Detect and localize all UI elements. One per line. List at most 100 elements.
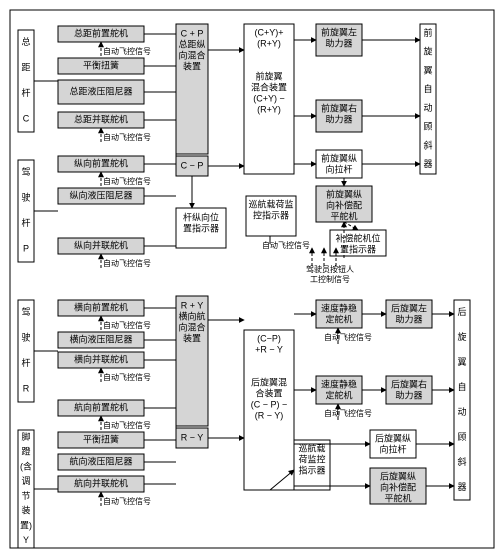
fr-swash-c6: 斜 bbox=[423, 139, 432, 150]
label: 驾驶员按钮人 bbox=[306, 264, 354, 274]
ar-mix-l5: 合装置 bbox=[255, 387, 282, 398]
r-fwd-sig: 自动飞控信号 bbox=[103, 320, 151, 330]
stick-c-ch: C bbox=[23, 114, 30, 124]
fr-cruise-l0: 巡航载荷监 bbox=[248, 198, 293, 209]
ar-right-boost-l1: 助力器 bbox=[395, 389, 422, 400]
label: 向混合 bbox=[178, 321, 205, 332]
ar-cruise-l1: 荷监控 bbox=[298, 453, 325, 464]
fr-swash-c2: 翼 bbox=[423, 65, 432, 75]
stick-y-ch: (含 bbox=[20, 460, 32, 471]
ar-speed1-l0: 速度静稳 bbox=[321, 302, 357, 313]
fr-swash-c5: 顾 bbox=[423, 122, 432, 132]
p-fwd-sig: 自动飞控信号 bbox=[103, 176, 151, 186]
y-fwd-sig: 自动飞控信号 bbox=[103, 420, 151, 430]
fr-mix-l1: (R+Y) bbox=[257, 38, 281, 48]
stick-y-ch: 调 bbox=[21, 476, 30, 486]
stick-y-ch: Y bbox=[23, 535, 29, 545]
ar-left-boost-l0: 后旋翼左 bbox=[391, 302, 427, 313]
stick-r-ch: 杆 bbox=[21, 357, 30, 368]
c-fwd-sig: 自动飞控信号 bbox=[103, 46, 151, 56]
fr-trim-ind-l0: 补偿舵机位 bbox=[335, 232, 380, 243]
ar-mix-l0: (C−P) bbox=[257, 333, 281, 343]
stick-r-ch: R bbox=[23, 384, 30, 394]
label: R − Y bbox=[181, 432, 204, 442]
fr-left-boost-l0: 前旋翼左 bbox=[321, 26, 357, 37]
fr-right-boost-l0: 前旋翼右 bbox=[321, 102, 357, 113]
fr-mix-l0: (C+Y)+ bbox=[254, 27, 283, 37]
stick-p-ch: 杆 bbox=[21, 217, 30, 228]
stick-r-ch: 驾 bbox=[21, 307, 30, 317]
fr-trim-ind-l1: 置指示器 bbox=[340, 243, 376, 254]
fr-cruise-l1: 控指示器 bbox=[253, 209, 289, 220]
stick-p-ch: 驾 bbox=[21, 167, 30, 177]
y-par-lbl: 航向并联舵机 bbox=[74, 477, 128, 488]
fr-trim-l0: 前旋翼纵 bbox=[326, 188, 362, 199]
ar-swash-c7: 器 bbox=[457, 482, 466, 492]
fr-pull-l1: 向拉杆 bbox=[325, 163, 352, 174]
stick-c-ch: 总 bbox=[21, 36, 30, 47]
fr-trim-l2: 平舵机 bbox=[330, 210, 357, 221]
stick-y-ch: 脚 bbox=[21, 432, 30, 442]
c-fwd-lbl: 总距前置舵机 bbox=[74, 27, 128, 38]
fr-pull-l0: 前旋翼纵 bbox=[321, 152, 357, 163]
c-spring-lbl: 平衡扭簧 bbox=[83, 59, 119, 70]
ar-swash-c4: 动 bbox=[457, 407, 466, 417]
ar-speed2-l1: 定舵机 bbox=[325, 389, 352, 400]
r-par-lbl: 横向并联舵机 bbox=[74, 353, 128, 364]
y-spring-lbl: 平衡扭簧 bbox=[83, 433, 119, 444]
fr-swash-c3: 自 bbox=[423, 83, 432, 94]
ar-sig2: 自动飞控信号 bbox=[324, 408, 372, 418]
ar-swash-c3: 自 bbox=[457, 381, 466, 392]
ar-left-boost-l1: 助力器 bbox=[395, 313, 422, 324]
stick-y-ch: 蹬 bbox=[21, 447, 30, 457]
stick-p-ch: 驶 bbox=[21, 192, 30, 203]
stick-r-ch: 驶 bbox=[21, 332, 30, 343]
p-fwd-lbl: 纵向前置舵机 bbox=[74, 157, 128, 168]
ar-swash-c1: 旋 bbox=[457, 331, 466, 342]
ar-pull-l1: 向拉杆 bbox=[379, 443, 406, 454]
label: C − P bbox=[181, 160, 204, 170]
ar-mix-l1: +R − Y bbox=[255, 344, 283, 354]
ar-mix-l4: 后旋翼混 bbox=[251, 376, 287, 387]
stick-p-ch: P bbox=[23, 244, 29, 254]
label: 杆纵向位 bbox=[183, 211, 219, 222]
y-par-sig: 自动飞控信号 bbox=[103, 496, 151, 506]
r-fwd-lbl: 横向前置舵机 bbox=[74, 301, 128, 312]
ar-swash-c0: 后 bbox=[457, 307, 466, 317]
ar-right-boost-l0: 后旋翼右 bbox=[391, 378, 427, 389]
stick-y-ch: 置) bbox=[20, 520, 32, 530]
fr-sig: 自动飞控信号 bbox=[262, 240, 310, 250]
ar-mix-l6: (C − P) − bbox=[251, 399, 288, 409]
p-par-lbl: 纵向并联舵机 bbox=[74, 239, 128, 250]
label: C + P bbox=[181, 28, 204, 38]
ar-cruise-l2: 指示器 bbox=[298, 464, 325, 475]
ar-mix-l7: (R − Y) bbox=[255, 410, 284, 420]
y-damp-lbl: 航向液压阻尼器 bbox=[69, 455, 132, 466]
c-damp-lbl: 总距液压阻尼器 bbox=[69, 85, 132, 96]
label: 向混合 bbox=[178, 49, 205, 60]
ar-trim-l0: 后旋翼纵 bbox=[380, 470, 416, 481]
ar-speed1-l1: 定舵机 bbox=[325, 313, 352, 324]
fr-swash-c0: 前 bbox=[423, 27, 432, 38]
p-damp-lbl: 纵向液压阻尼器 bbox=[69, 189, 132, 200]
fr-mix-l4: 前旋翼 bbox=[255, 70, 282, 81]
r-damp-lbl: 横向液压阻尼器 bbox=[69, 333, 132, 344]
ar-speed2-l0: 速度静稳 bbox=[321, 378, 357, 389]
stick-y-ch: 节 bbox=[21, 491, 30, 501]
ar-swash bbox=[454, 300, 470, 500]
c-par-lbl: 总距并联舵机 bbox=[74, 113, 128, 124]
ar-swash-c5: 顾 bbox=[457, 432, 466, 442]
stick-c-ch: 距 bbox=[21, 63, 30, 73]
label: 工控制信号 bbox=[310, 274, 350, 284]
fr-swash-c4: 动 bbox=[423, 103, 432, 113]
r-par-sig: 自动飞控信号 bbox=[103, 372, 151, 382]
p-par-sig: 自动飞控信号 bbox=[103, 258, 151, 268]
fr-mix-l6: (C+Y) − bbox=[253, 93, 285, 103]
label: 装置 bbox=[183, 60, 201, 71]
ar-pull-l0: 后旋翼纵 bbox=[375, 432, 411, 443]
ar-swash-c2: 翼 bbox=[457, 357, 466, 367]
label: 置指示器 bbox=[183, 222, 219, 233]
fr-mix-l5: 混合装置 bbox=[251, 81, 287, 92]
fr-trim-l1: 向补偿配 bbox=[326, 199, 362, 210]
fr-swash-c1: 旋 bbox=[423, 46, 432, 57]
